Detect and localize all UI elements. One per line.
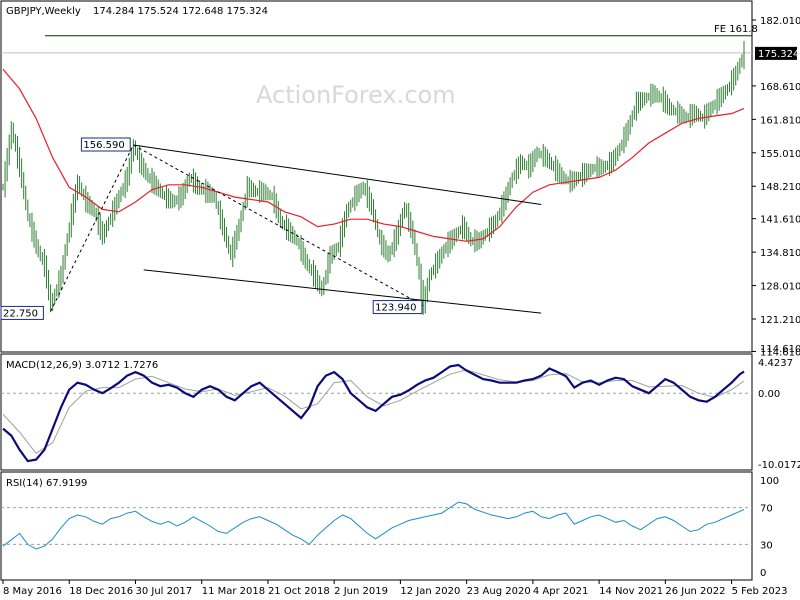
header-ohlc: 174.284 175.524 172.648 175.324 <box>93 6 268 17</box>
header-symbol: GBPJPY,Weekly <box>6 6 81 17</box>
price-tick-label: 134.810 <box>760 248 800 259</box>
last-price-tag <box>755 46 797 60</box>
price-tick-label: 161.810 <box>760 115 800 126</box>
swing-dashed-line <box>50 144 424 312</box>
time-tick-label: 23 Aug 2020 <box>467 586 531 597</box>
time-tick-label: 14 Nov 2021 <box>599 586 663 597</box>
time-tick-label: 26 Jun 2022 <box>665 586 725 597</box>
price-pane <box>0 0 753 353</box>
channel-line-1 <box>143 269 542 314</box>
price-tick-label: 121.210 <box>760 315 800 326</box>
time-tick-label: 8 May 2016 <box>3 586 62 597</box>
macd-line <box>2 363 745 463</box>
rsi-tick-label: 70 <box>760 504 773 515</box>
time-tick-label: 21 Oct 2018 <box>268 586 330 597</box>
time-tick-label: 18 Dec 2016 <box>69 586 133 597</box>
moving-average-line <box>2 68 745 242</box>
annotation-label-0: 156.590 <box>83 140 124 151</box>
annotation-1: 123.940 <box>372 300 423 315</box>
macd-pane <box>0 353 753 471</box>
price-tick-label: 128.010 <box>760 282 800 293</box>
price-bars <box>2 40 745 315</box>
watermark: ActionForex.com <box>256 81 456 109</box>
rsi-line <box>2 501 745 550</box>
time-tick-label: 11 Mar 2018 <box>202 586 265 597</box>
price-tick-label: 182.010 <box>760 16 800 27</box>
price-tick-label: 141.610 <box>760 215 800 226</box>
macd-tick-label: 0.00 <box>758 389 780 400</box>
time-tick-label: 4 Apr 2021 <box>533 586 588 597</box>
time-tick-label: 5 Feb 2023 <box>732 586 788 597</box>
annotation-label-2: 22.750 <box>3 308 38 319</box>
channel-line-0 <box>133 144 542 205</box>
time-tick-label: 30 Jul 2017 <box>135 586 192 597</box>
annotation-label-1: 123.940 <box>375 303 416 314</box>
rsi-tick-label: 100 <box>760 476 779 487</box>
price-tick-label: 148.210 <box>760 182 800 193</box>
price-tick-label: 114.610 <box>760 347 800 358</box>
annotation-2: 22.750 <box>0 305 44 320</box>
price-tick-label: 114.610 <box>760 344 800 355</box>
rsi-pane <box>0 471 753 581</box>
last-price-label: 175.324 <box>758 49 799 60</box>
time-tick-label: 12 Jan 2020 <box>400 586 460 597</box>
fib-label: FE 161.8 <box>714 24 758 35</box>
rsi-tick-label: 30 <box>760 540 773 551</box>
rsi-title: RSI(14) 67.9199 <box>6 478 87 489</box>
price-tick-label: 168.610 <box>760 82 800 93</box>
annotation-0: 156.590 <box>80 137 131 152</box>
macd-tick-label: 4.4237 <box>758 358 793 369</box>
price-tick-label: 155.010 <box>760 149 800 160</box>
time-tick-label: 2 Jun 2019 <box>334 586 388 597</box>
rsi-tick-label: 0 <box>760 568 766 579</box>
macd-tick-label: -10.0172 <box>758 460 800 471</box>
macd-title: MACD(12,26,9) 3.0712 1.7276 <box>6 360 158 371</box>
